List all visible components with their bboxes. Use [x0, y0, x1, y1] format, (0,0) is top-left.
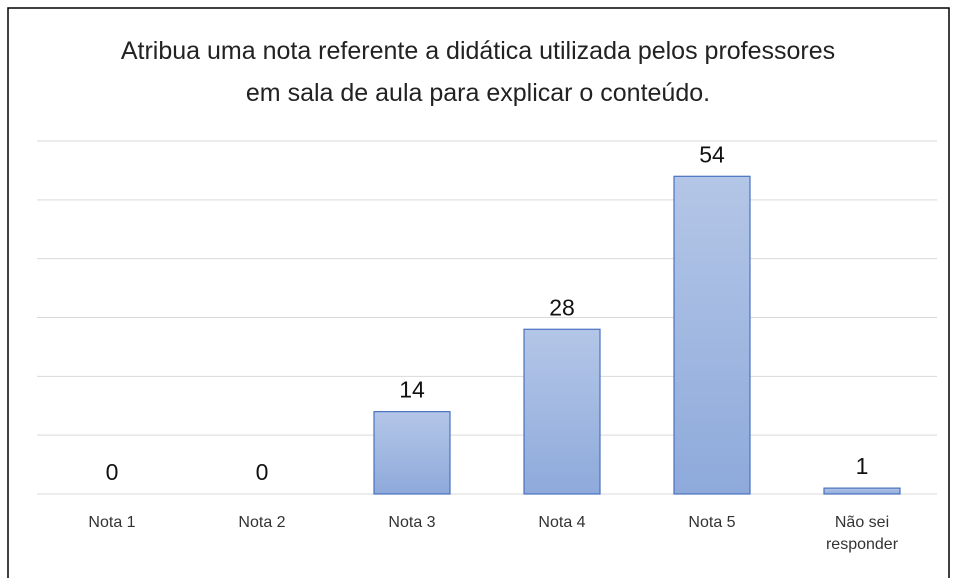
- bar: [823, 487, 901, 495]
- bar: [673, 175, 751, 495]
- x-tick-label: Nota 1: [88, 514, 136, 531]
- chart-title: Atribua uma nota referente a didática ut…: [120, 37, 836, 107]
- data-label: 54: [699, 141, 725, 167]
- data-label: 0: [256, 459, 269, 485]
- x-tick-label: Nota 4: [538, 514, 586, 531]
- data-label: 0: [106, 459, 119, 485]
- x-tick-label: Nota 2: [238, 514, 286, 531]
- x-tick-label: Nota 3: [388, 514, 436, 531]
- data-label: 1: [856, 453, 869, 479]
- x-tick-label: Não sei responder: [825, 514, 899, 553]
- data-label: 14: [399, 377, 425, 403]
- x-tick-label: Nota 5: [688, 514, 736, 531]
- bar: [523, 328, 601, 495]
- data-label: 28: [549, 294, 575, 320]
- bar: [373, 411, 451, 495]
- frame: [7, 7, 950, 578]
